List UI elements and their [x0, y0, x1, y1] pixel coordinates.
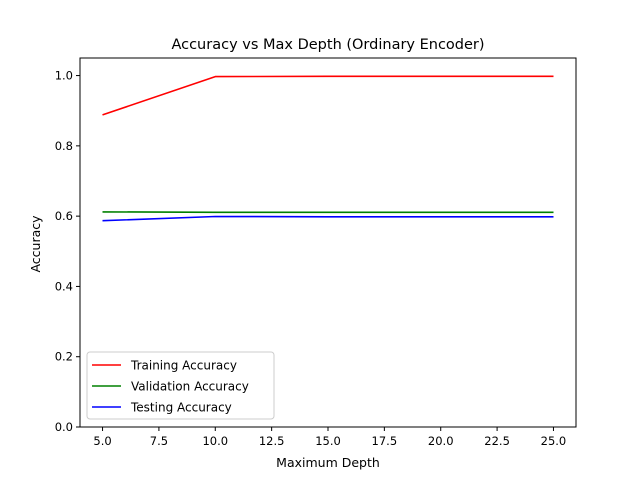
y-tick-label: 0.0	[55, 420, 73, 434]
y-axis-ticks: 0.0 0.2 0.4 0.6 0.8 1.0	[55, 69, 80, 434]
legend-box	[86, 351, 275, 420]
x-tick-label: 7.5	[150, 434, 168, 448]
x-axis-ticks: 5.0 7.5 10.0 12.5 15.0 17.5 20.0 22.5 25.0	[93, 427, 566, 448]
x-tick-label: 15.0	[315, 434, 341, 448]
series-line-testing-accuracy	[102, 215, 554, 222]
chart-title: Accuracy vs Max Depth (Ordinary Encoder)	[171, 37, 484, 53]
legend-label: Testing Accuracy	[130, 401, 232, 415]
legend-label: Validation Accuracy	[131, 380, 249, 394]
plot-frame	[79, 57, 577, 428]
x-tick-label: 12.5	[259, 434, 285, 448]
y-tick-label: 0.6	[55, 209, 73, 223]
y-tick-label: 0.4	[55, 279, 73, 293]
x-tick-label: 22.5	[484, 434, 510, 448]
legend-label: Training Accuracy	[130, 359, 237, 373]
series-lines	[102, 75, 554, 222]
legend: Training Accuracy Validation Accuracy Test…	[86, 351, 275, 420]
y-tick-label: 1.0	[55, 69, 73, 83]
y-tick-label: 0.2	[55, 350, 73, 364]
x-tick-label: 25.0	[541, 434, 567, 448]
x-tick-label: 10.0	[202, 434, 228, 448]
series-line-training-accuracy	[102, 75, 554, 116]
x-axis-label: Maximum Depth	[276, 455, 380, 470]
x-tick-label: 20.0	[428, 434, 454, 448]
x-tick-label: 5.0	[93, 434, 111, 448]
x-tick-label: 17.5	[372, 434, 398, 448]
y-tick-label: 0.8	[55, 139, 73, 153]
y-axis-label: Accuracy	[28, 215, 43, 273]
